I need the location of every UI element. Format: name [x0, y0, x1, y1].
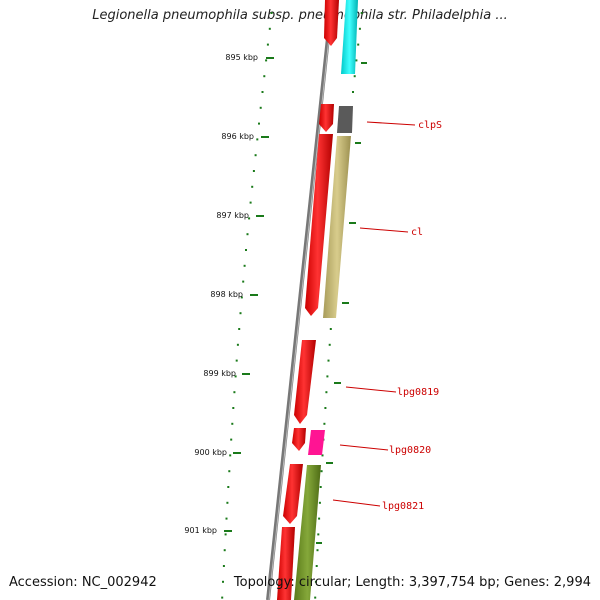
cds-feature[interactable]	[283, 464, 303, 524]
minor-tick	[236, 343, 239, 346]
minor-tick	[258, 122, 260, 125]
minor-tick	[314, 580, 317, 583]
clps-feature[interactable]	[337, 106, 353, 133]
minor-tick	[357, 43, 360, 46]
genome-summary-text: Topology: circular; Length: 3,397,754 bp…	[233, 575, 591, 590]
minor-tick	[233, 391, 236, 394]
minor-tick	[324, 407, 327, 409]
right-major-ticks	[316, 62, 367, 544]
clps-leader	[366, 121, 416, 126]
cds-feature[interactable]	[277, 527, 295, 600]
lpg0821-leader	[332, 499, 381, 507]
minor-tick	[242, 280, 245, 283]
minor-tick	[254, 154, 257, 157]
minor-tick	[228, 470, 231, 473]
map-title: Legionella pneumophila subsp. pneumophil…	[92, 8, 508, 23]
minor-tick	[221, 596, 224, 599]
tick-label-901: 901 kbp	[184, 526, 217, 535]
minor-tick	[223, 549, 226, 552]
cds-feature[interactable]	[319, 104, 334, 132]
minor-tick	[222, 565, 225, 567]
minor-tick	[319, 486, 322, 488]
minor-tick	[315, 565, 318, 567]
cl-leader	[359, 227, 409, 233]
backbone-highlight	[268, 0, 334, 600]
minor-tick	[238, 328, 241, 330]
minor-tick	[224, 533, 227, 536]
gene-label-lpg0821[interactable]: lpg0821	[382, 501, 424, 512]
minor-tick	[259, 106, 262, 109]
cds-feature[interactable]	[294, 340, 316, 424]
lpg0820-feature[interactable]	[308, 430, 325, 455]
cds-feature[interactable]	[324, 0, 339, 46]
cds-feature[interactable]	[305, 134, 333, 316]
gene-label-lpg0820[interactable]: lpg0820	[389, 445, 431, 456]
tick-label-899: 899 kbp	[203, 369, 236, 378]
lpg0820-leader	[339, 444, 389, 451]
minor-tick	[227, 486, 230, 488]
minor-tick	[234, 375, 237, 378]
minor-tick	[320, 470, 323, 473]
minor-tick	[229, 454, 232, 457]
minor-tick	[266, 43, 269, 46]
minor-tick	[352, 91, 354, 93]
minor-tick	[318, 517, 321, 520]
cyan-feature[interactable]	[341, 0, 358, 74]
cl-feature[interactable]	[323, 136, 351, 318]
minor-tick	[265, 59, 268, 62]
minor-tick	[263, 75, 266, 78]
lpg0821-feature[interactable]	[294, 465, 321, 600]
minor-tick	[358, 27, 361, 30]
minor-tick	[226, 501, 229, 504]
minor-tick	[249, 201, 252, 204]
tick-label-896: 896 kbp	[221, 132, 254, 141]
minor-tick	[232, 407, 235, 409]
minor-tick	[243, 264, 246, 267]
minor-tick	[316, 549, 319, 552]
minor-tick	[328, 343, 331, 346]
minor-tick	[230, 438, 233, 441]
minor-tick	[326, 375, 329, 378]
minor-tick	[256, 138, 259, 141]
minor-tick	[239, 312, 242, 315]
minor-tick	[314, 596, 317, 599]
minor-tick	[329, 328, 332, 330]
minor-tick	[251, 185, 254, 188]
minor-tick	[231, 422, 234, 425]
tick-label-897: 897 kbp	[216, 211, 249, 220]
backbone-line	[266, 0, 334, 600]
minor-tick	[240, 296, 243, 299]
minor-tick	[252, 170, 255, 172]
minor-tick	[321, 454, 324, 457]
gene-label-cl[interactable]: cl	[411, 227, 423, 238]
gene-label-clps[interactable]: clpS	[418, 120, 442, 131]
minor-tick	[327, 359, 330, 362]
tick-label-898: 898 kbp	[210, 290, 243, 299]
tick-label-895: 895 kbp	[225, 53, 258, 62]
minor-tick	[360, 12, 363, 14]
minor-tick	[318, 501, 321, 504]
minor-tick	[353, 75, 356, 78]
accession-text: Accession: NC_002942	[9, 575, 157, 590]
minor-tick	[246, 233, 249, 236]
minor-tick	[270, 12, 273, 14]
minor-tick	[325, 391, 328, 394]
tick-label-900: 900 kbp	[194, 448, 227, 457]
minor-tick	[225, 517, 228, 520]
minor-tick	[245, 249, 247, 251]
minor-tick	[261, 91, 264, 93]
minor-tick	[317, 533, 320, 536]
minor-tick	[323, 422, 326, 425]
gene-label-lpg0819[interactable]: lpg0819	[397, 387, 439, 398]
minor-tick	[222, 580, 224, 583]
minor-ticks-left	[221, 12, 273, 599]
cds-feature[interactable]	[292, 428, 306, 451]
minor-tick	[355, 59, 358, 62]
minor-tick	[248, 217, 251, 220]
minor-tick	[268, 27, 271, 30]
minor-tick	[235, 359, 238, 362]
lpg0819-leader	[345, 386, 397, 393]
